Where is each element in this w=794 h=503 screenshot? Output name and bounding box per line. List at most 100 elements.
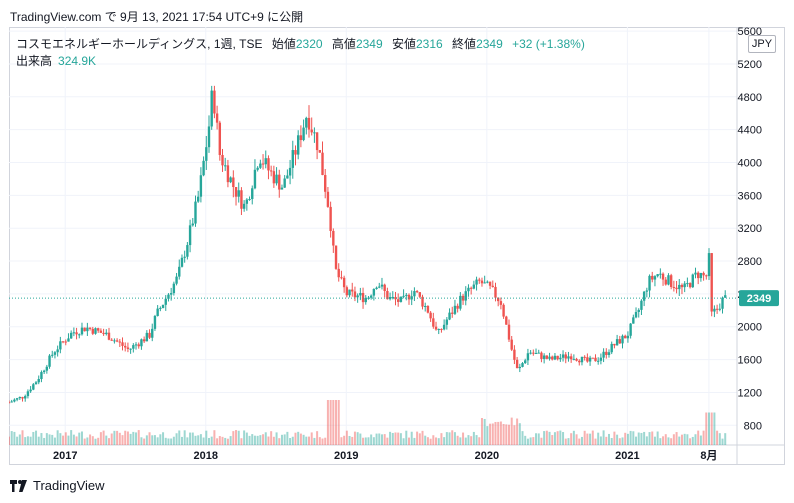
volume-bar <box>483 418 486 445</box>
volume-bar <box>699 435 702 445</box>
volume-bar <box>499 421 502 445</box>
volume-bar <box>64 432 67 445</box>
volume-bar <box>518 423 521 445</box>
candle-body <box>626 335 630 339</box>
volume-bar <box>451 430 454 445</box>
volume-bar <box>286 431 289 445</box>
volume-bar <box>656 431 659 445</box>
candle-body <box>488 281 492 286</box>
candle-body <box>669 275 673 287</box>
candle-body <box>337 268 340 278</box>
volume-bar <box>548 431 551 445</box>
candle-body <box>129 348 132 350</box>
volume-bar <box>380 434 383 445</box>
volume-bar <box>356 432 359 445</box>
candle-body <box>675 287 678 290</box>
volume-bar <box>605 436 608 445</box>
volume-bar <box>432 435 435 445</box>
candle-body <box>351 289 354 292</box>
volume-bar <box>713 412 716 445</box>
candle-body <box>183 256 186 258</box>
candle-body <box>272 171 276 184</box>
volume-bar <box>121 435 124 445</box>
candle-body <box>369 295 373 298</box>
low-label: 安値 <box>391 37 416 51</box>
candle-body <box>483 282 486 284</box>
volume-bar <box>362 437 365 445</box>
volume-bar <box>262 434 265 445</box>
candle-body <box>72 332 76 334</box>
candle-body <box>83 327 86 332</box>
volume-bar <box>299 433 302 445</box>
candle-body <box>421 296 424 307</box>
candle-body <box>275 174 278 184</box>
candle-body <box>245 199 249 204</box>
candle-body <box>180 257 184 267</box>
volume-bar <box>391 432 394 445</box>
y-tick-label: 5200 <box>738 59 762 71</box>
volume-bar <box>283 434 286 445</box>
volume-bar <box>710 412 713 445</box>
candle-body <box>445 319 449 325</box>
candle-body <box>213 90 216 114</box>
candle-body <box>524 360 527 364</box>
volume-bar <box>510 417 513 445</box>
candle-body <box>9 402 11 404</box>
symbol-title[interactable]: コスモエネルギーホールディングス, 1週, TSE <box>16 37 263 51</box>
volume-bar <box>151 435 154 445</box>
candle-body <box>59 341 62 350</box>
candle-body <box>513 349 516 360</box>
candle-body <box>402 295 405 297</box>
candle-body <box>207 126 211 148</box>
volume-bar <box>335 400 338 445</box>
candle-body <box>372 288 376 296</box>
volume-bar <box>137 430 140 445</box>
candle-body <box>661 273 665 280</box>
volume-bar <box>9 436 10 445</box>
volume-bar <box>570 433 573 445</box>
volume-bar <box>18 434 21 445</box>
last-price-badge <box>739 290 779 307</box>
currency-button[interactable]: JPY <box>748 35 776 53</box>
price-chart[interactable]: 8001200160020002400280032003600400044004… <box>9 27 785 465</box>
volume-bar <box>289 438 292 445</box>
candle-body <box>118 341 122 343</box>
candle-body <box>640 300 643 310</box>
candle-body <box>467 287 470 292</box>
candle-body <box>324 175 327 192</box>
volume-bar <box>705 412 708 445</box>
volume-bar <box>610 438 613 445</box>
candle-body <box>348 289 351 296</box>
volume-bar <box>221 436 224 445</box>
y-tick-label: 2000 <box>738 322 762 334</box>
candle-body <box>588 357 592 362</box>
footer-brand[interactable]: TradingView <box>10 478 105 493</box>
volume-bar <box>99 432 102 445</box>
open-value: 2320 <box>295 37 323 51</box>
candle-body <box>15 398 19 400</box>
candle-body <box>86 327 89 332</box>
volume-bar <box>75 436 78 445</box>
volume-bar <box>545 430 548 445</box>
candle-body <box>148 332 151 338</box>
candle-body <box>178 266 181 277</box>
candle-body <box>375 287 378 289</box>
y-tick-label: 800 <box>744 420 762 432</box>
candle-body <box>224 165 227 167</box>
candle-body <box>707 253 711 277</box>
volume-legend: 出来高 324.9K <box>16 52 96 69</box>
candle-body <box>542 355 546 359</box>
volume-bar <box>575 434 578 445</box>
close-label: 終値 <box>452 37 477 51</box>
candle-body <box>299 135 303 141</box>
volume-bar <box>445 432 448 445</box>
candle-body <box>548 356 551 359</box>
volume-bar <box>313 437 316 445</box>
volume-bar <box>110 433 113 445</box>
volume-bar <box>202 437 205 445</box>
candle-body <box>140 339 143 347</box>
candle-body <box>507 324 511 340</box>
candle-body <box>21 396 24 399</box>
candle-body <box>240 190 243 209</box>
volume-bar <box>275 432 278 445</box>
